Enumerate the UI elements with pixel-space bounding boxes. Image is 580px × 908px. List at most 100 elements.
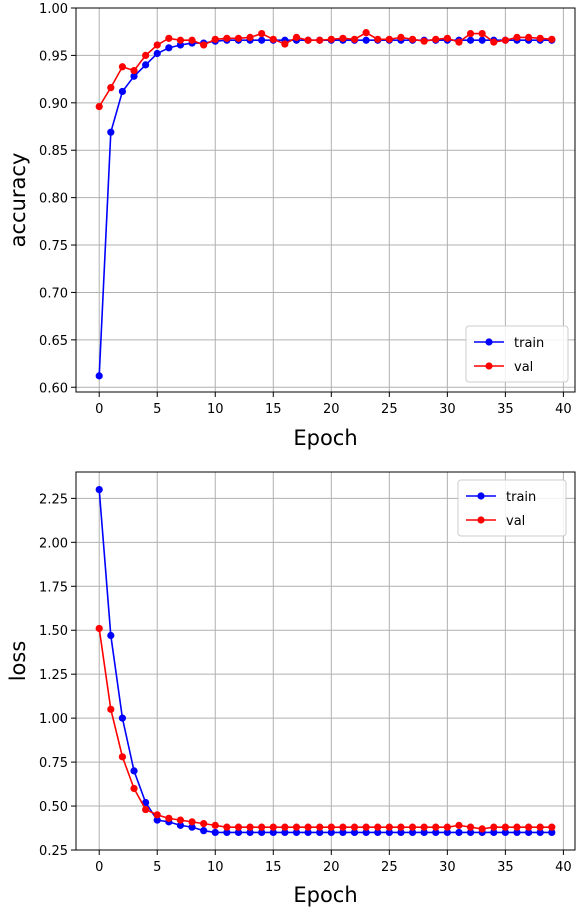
data-point-val — [478, 825, 486, 833]
data-point-val — [385, 35, 393, 43]
data-point-val — [443, 34, 451, 42]
data-point-train — [408, 828, 417, 837]
y-tick-label: 1.25 — [39, 668, 68, 683]
data-point-val — [397, 33, 405, 41]
data-point-train — [258, 828, 266, 837]
data-point-train — [524, 828, 533, 837]
data-point-val — [246, 33, 254, 41]
data-point-val — [153, 41, 161, 49]
y-tick-label: 0.25 — [39, 844, 68, 859]
data-point-train — [107, 631, 115, 640]
data-point-val — [188, 818, 196, 826]
data-point-val — [501, 36, 509, 44]
y-tick-label: 0.95 — [39, 49, 68, 64]
data-point-train — [536, 828, 544, 837]
data-point-train — [211, 828, 219, 837]
data-point-val — [350, 823, 359, 831]
data-point-train — [165, 44, 173, 52]
data-point-val — [339, 34, 347, 42]
data-point-val — [524, 823, 533, 831]
data-point-val — [548, 823, 556, 831]
data-point-val — [397, 823, 405, 831]
x-tick-label: 35 — [497, 860, 514, 875]
data-point-val — [234, 34, 243, 42]
legend-label-train: train — [506, 490, 536, 505]
data-point-val — [188, 36, 196, 44]
data-point-val — [316, 36, 324, 44]
data-point-val — [165, 34, 173, 42]
data-point-train — [478, 36, 486, 44]
y-tick-label: 0.90 — [39, 97, 68, 112]
data-point-train — [142, 61, 150, 69]
data-point-train — [95, 372, 103, 380]
data-point-val — [455, 821, 463, 829]
data-point-train — [385, 828, 393, 837]
legend-box — [457, 479, 567, 537]
data-point-val — [548, 35, 556, 43]
data-point-val — [501, 823, 509, 831]
plot-frame — [75, 7, 576, 393]
y-tick-label: 0.60 — [39, 381, 68, 396]
data-point-val — [432, 823, 440, 831]
series-line-val — [98, 31, 552, 108]
x-tick-label: 25 — [381, 860, 398, 875]
data-point-val — [118, 63, 127, 71]
y-axis-title: accuracy — [6, 153, 30, 248]
x-tick-label: 0 — [95, 402, 103, 417]
data-point-val — [165, 814, 173, 822]
accuracy-chart: 0 5 10 15 20 25 30 35 40 0.60 0.65 0.70 0.75 0.80 0.85… — [6, 2, 576, 450]
legend-label-val: val — [514, 360, 533, 375]
x-tick-label: 5 — [153, 402, 161, 417]
data-point-val — [490, 823, 498, 831]
data-point-train — [490, 828, 498, 837]
data-point-val — [269, 823, 277, 831]
data-point-val — [362, 29, 370, 37]
y-tick-label: 1.00 — [39, 712, 68, 727]
data-point-train — [130, 767, 138, 775]
y-tick-label: 0.65 — [39, 334, 68, 349]
x-tick-label: 15 — [265, 402, 282, 417]
y-tick-label: 1.00 — [39, 2, 68, 17]
data-point-val — [374, 823, 382, 831]
data-point-val — [443, 823, 451, 831]
data-point-train — [118, 714, 127, 722]
series-line-val — [98, 628, 552, 830]
legend-marker-train — [485, 338, 493, 346]
data-point-train — [466, 828, 475, 837]
data-point-val — [513, 33, 521, 41]
data-point-val — [478, 29, 486, 38]
data-point-train — [374, 828, 382, 837]
data-point-val — [211, 35, 219, 43]
data-point-val — [176, 816, 185, 824]
data-point-val — [304, 823, 312, 831]
data-point-train — [130, 72, 138, 80]
data-point-val — [200, 820, 208, 828]
data-point-val — [420, 823, 428, 831]
data-point-val — [153, 811, 161, 819]
x-tick-label: 20 — [323, 402, 340, 417]
data-point-train — [466, 36, 475, 44]
x-tick-label: 35 — [497, 402, 514, 417]
data-point-train — [188, 823, 196, 831]
data-point-val — [211, 821, 219, 829]
x-tick-label: 10 — [207, 402, 224, 417]
x-tick-label: 30 — [439, 860, 456, 875]
x-axis-title: Epoch — [293, 426, 357, 450]
data-point-val — [223, 34, 231, 42]
data-point-train — [362, 828, 370, 837]
x-tick-label: 10 — [207, 860, 224, 875]
y-tick-label: 0.75 — [39, 239, 68, 254]
data-point-train — [316, 828, 324, 837]
legend-label-train: train — [514, 336, 544, 351]
data-point-val — [223, 823, 231, 831]
data-point-train — [142, 798, 150, 807]
data-point-val — [304, 36, 312, 44]
data-point-val — [142, 805, 150, 814]
data-point-val — [246, 823, 254, 831]
x-tick-label: 20 — [323, 860, 340, 875]
data-point-train — [432, 828, 440, 837]
y-tick-label: 2.00 — [39, 536, 68, 551]
x-tick-label: 0 — [95, 860, 103, 875]
data-point-val — [408, 823, 417, 831]
